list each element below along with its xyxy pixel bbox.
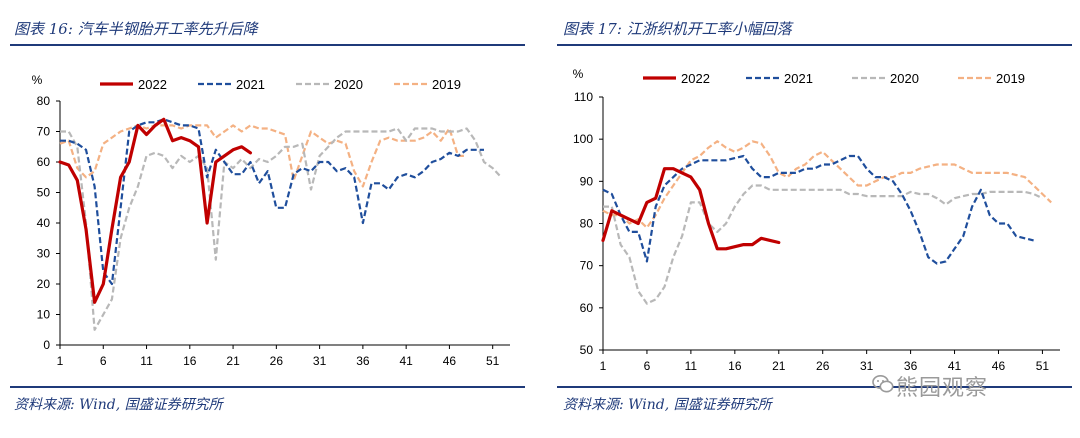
left-chart-title: 图表 16: 汽车半钢胎开工率先升后降 [14, 20, 258, 38]
right-source-rule [557, 386, 1072, 388]
left-source-rule [10, 386, 525, 388]
left-x-tick-label: 21 [226, 354, 240, 368]
left-x-tick-label: 46 [443, 354, 457, 368]
left-y-tick-label: 20 [37, 277, 51, 291]
right-y-tick-label: 70 [580, 259, 594, 273]
right-x-tick-label: 41 [948, 359, 962, 373]
left-legend-label-2021: 2021 [236, 77, 265, 92]
right-series-line-2020 [603, 184, 1043, 305]
left-x-tick-label: 51 [486, 354, 500, 368]
right-legend-label-2019: 2019 [996, 71, 1025, 86]
right-series-line-2019 [602, 140, 1052, 229]
left-series-line-2020 [60, 127, 503, 331]
right-y-tick-label: 50 [580, 343, 594, 357]
watermark: 熊园观察 [896, 376, 989, 401]
left-y-axis-label: % [32, 73, 43, 87]
left-source-note: 资料来源: Wind, 国盛证券研究所 [14, 397, 223, 413]
left-x-tick-label: 26 [270, 354, 284, 368]
right-legend-label-2021: 2021 [784, 71, 813, 86]
left-y-tick-label: 70 [37, 125, 51, 139]
right-series-line-2021 [602, 154, 1034, 265]
left-series-line-2019 [59, 124, 467, 188]
right-x-tick-label: 6 [644, 359, 651, 373]
right-x-tick-label: 11 [685, 359, 698, 373]
right-legend-label-2022: 2022 [681, 71, 710, 86]
right-y-axis-label: % [573, 67, 584, 81]
right-x-tick-label: 51 [1036, 359, 1050, 373]
right-x-tick-label: 26 [816, 359, 830, 373]
right-x-tick-label: 31 [860, 359, 874, 373]
left-y-tick-label: 60 [37, 155, 51, 169]
right-y-tick-label: 60 [580, 301, 594, 315]
left-x-tick-label: 11 [140, 354, 153, 368]
right-source-note: 资料来源: Wind, 国盛证券研究所 [563, 397, 772, 413]
left-y-tick-label: 0 [43, 338, 50, 352]
right-y-tick-label: 90 [580, 174, 594, 188]
right-title-rule [557, 44, 1072, 46]
right-x-tick-label: 16 [728, 359, 742, 373]
right-x-tick-label: 46 [992, 359, 1006, 373]
right-series-line-2022 [601, 167, 781, 251]
left-x-tick-label: 41 [399, 354, 413, 368]
right-y-tick-label: 100 [573, 132, 593, 146]
left-title-rule [10, 44, 525, 46]
left-y-tick-label: 40 [37, 216, 51, 230]
right-x-tick-label: 36 [904, 359, 918, 373]
left-legend-label-2022: 2022 [138, 77, 167, 92]
left-x-tick-label: 1 [57, 354, 64, 368]
right-legend-label-2020: 2020 [890, 71, 919, 86]
left-y-tick-label: 30 [37, 247, 51, 261]
left-legend-label-2020: 2020 [334, 77, 363, 92]
right-x-tick-label: 1 [600, 359, 607, 373]
left-y-tick-label: 80 [37, 94, 51, 108]
left-x-tick-label: 6 [100, 354, 107, 368]
left-series-line-2022 [58, 117, 252, 304]
left-legend-label-2019: 2019 [432, 77, 461, 92]
left-x-tick-label: 31 [313, 354, 327, 368]
right-chart-title: 图表 17: 江浙织机开工率小幅回落 [563, 20, 792, 38]
left-series-line-2021 [60, 118, 484, 286]
left-x-tick-label: 36 [356, 354, 370, 368]
left-x-tick-label: 16 [183, 354, 197, 368]
left-y-tick-label: 50 [37, 186, 51, 200]
right-y-tick-label: 80 [580, 217, 594, 231]
right-y-tick-label: 110 [574, 90, 593, 104]
wechat-icon [872, 375, 894, 393]
left-y-tick-label: 10 [37, 308, 51, 322]
right-x-tick-label: 21 [772, 359, 786, 373]
